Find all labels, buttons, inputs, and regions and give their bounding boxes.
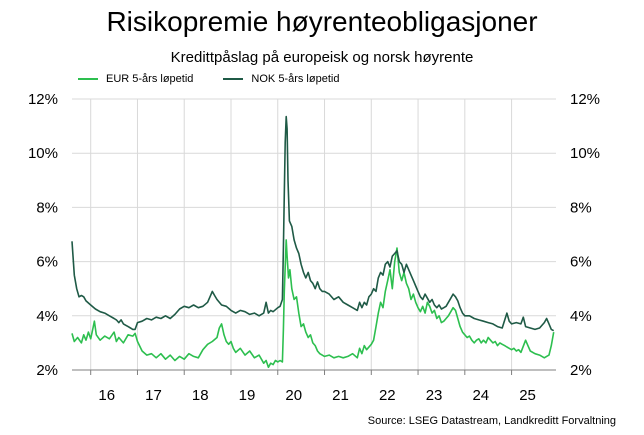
legend-item-eur: EUR 5-års løpetid xyxy=(78,73,193,85)
x-tick-label: 24 xyxy=(472,387,489,404)
series-line-eur xyxy=(71,239,555,369)
y-tick-label-right: 8% xyxy=(570,199,592,216)
y-tick-label-right: 6% xyxy=(570,254,592,271)
x-tick-label: 21 xyxy=(332,387,349,404)
x-tick-label: 20 xyxy=(285,387,302,404)
grid-layer xyxy=(72,98,556,370)
y-tick-label-left: 4% xyxy=(36,308,58,325)
legend-swatch-eur xyxy=(78,78,98,80)
y-tick-label-left: 6% xyxy=(36,254,58,271)
legend-item-nok: NOK 5-års løpetid xyxy=(223,73,339,85)
y-tick-label-right: 2% xyxy=(570,362,592,379)
y-tick-label-left: 12% xyxy=(28,91,58,108)
x-tick-label: 18 xyxy=(192,387,209,404)
x-tick-label: 16 xyxy=(98,387,115,404)
axis-layer xyxy=(72,369,556,375)
chart-subtitle: Kredittpåslag på europeisk og norsk høyr… xyxy=(170,49,474,66)
y-tick-label-left: 2% xyxy=(36,362,58,379)
chart-legend: EUR 5-års løpetid NOK 5-års løpetid xyxy=(78,71,369,87)
x-tick-label: 19 xyxy=(239,387,256,404)
x-tick-label: 17 xyxy=(145,387,162,404)
legend-label-nok: NOK 5-års løpetid xyxy=(251,73,340,85)
y-tick-label-right: 12% xyxy=(570,91,600,108)
label-layer: 2% 2% 4% 4% 6% 6% 8% 8% 10% 10% 12% 12% 16 17 18 19 20 21… xyxy=(28,91,600,404)
x-tick-label: 22 xyxy=(379,387,396,404)
x-tick-label: 23 xyxy=(426,387,443,404)
y-tick-label-left: 8% xyxy=(36,199,58,216)
y-tick-label-right: 10% xyxy=(570,145,600,162)
x-tick-label: 25 xyxy=(519,387,536,404)
series-line-nok xyxy=(71,115,555,332)
y-tick-label-left: 10% xyxy=(28,145,58,162)
chart-title: Risikopremie høyrenteobligasjoner xyxy=(106,6,538,37)
chart-source: Source: LSEG Datastream, Landkreditt For… xyxy=(367,415,616,427)
legend-swatch-nok xyxy=(223,78,244,80)
y-tick-label-right: 4% xyxy=(570,308,592,325)
series-layer xyxy=(71,115,555,369)
legend-label-eur: EUR 5-års løpetid xyxy=(106,73,194,85)
